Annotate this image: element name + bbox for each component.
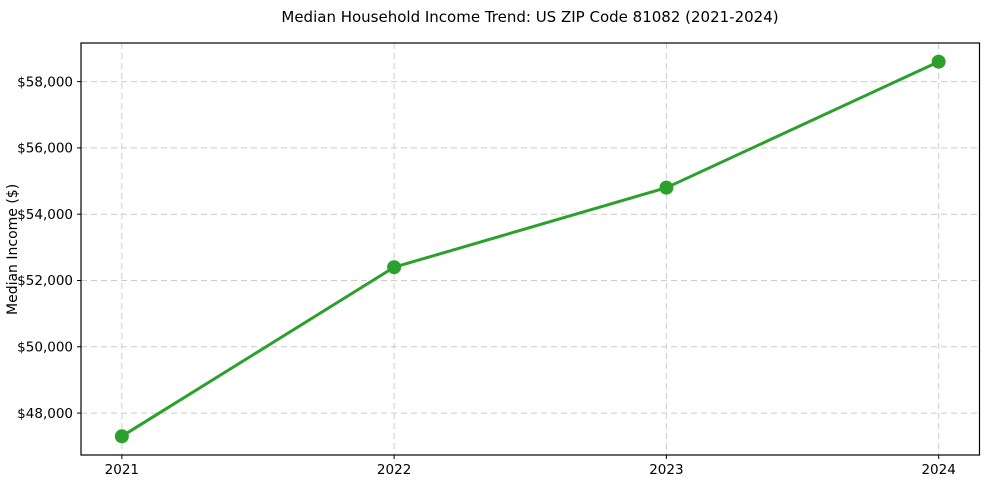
data-point-marker bbox=[387, 260, 402, 275]
data-point-marker bbox=[659, 180, 674, 195]
y-tick-label: $50,000 bbox=[17, 340, 73, 356]
y-tick-label: $52,000 bbox=[17, 273, 73, 289]
y-tick-label: $58,000 bbox=[17, 74, 73, 90]
x-tick-label: 2024 bbox=[921, 462, 955, 478]
chart-title: Median Household Income Trend: US ZIP Co… bbox=[281, 8, 779, 26]
y-tick-label: $56,000 bbox=[17, 141, 73, 157]
plot-border bbox=[80, 42, 981, 456]
x-tick-label: 2022 bbox=[377, 462, 411, 478]
income-trend-line bbox=[120, 60, 941, 438]
x-tick-label: 2021 bbox=[105, 462, 139, 478]
y-tick-label: $54,000 bbox=[17, 207, 73, 223]
x-tick-label: 2023 bbox=[649, 462, 683, 478]
data-point-marker bbox=[114, 429, 129, 444]
y-axis-label: Median Income ($) bbox=[5, 183, 21, 315]
data-point-marker bbox=[931, 54, 946, 69]
y-tick-label: $48,000 bbox=[17, 406, 73, 422]
